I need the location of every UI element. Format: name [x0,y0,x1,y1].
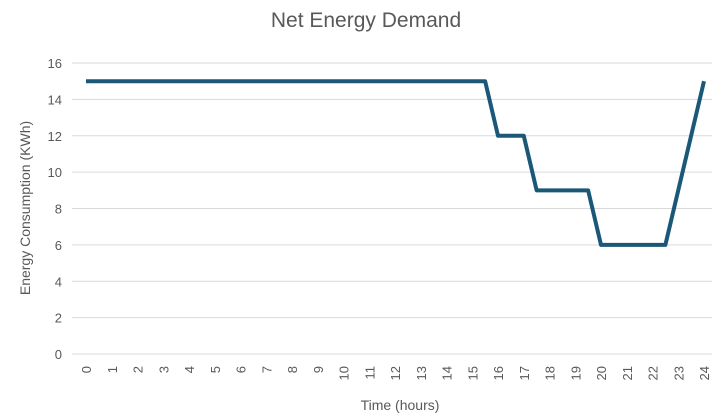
x-tick-label: 19 [568,366,583,380]
x-tick-label: 8 [285,366,300,373]
chart-title: Net Energy Demand [271,9,461,32]
y-tick-label: 6 [55,238,62,253]
x-tick-label: 10 [337,366,352,380]
x-tick-label: 16 [491,366,506,380]
x-tick-label: 18 [543,366,558,380]
x-tick-label: 9 [311,366,326,373]
x-tick-label: 20 [594,366,609,380]
x-tick-label: 24 [697,366,712,380]
x-tick-label: 15 [465,366,480,380]
y-tick-label: 0 [55,347,62,362]
y-tick-label: 10 [48,165,62,180]
y-tick-label: 4 [55,274,62,289]
x-tick-label: 4 [182,366,197,373]
x-tick-label: 1 [105,366,120,373]
x-tick-label: 23 [671,366,686,380]
x-tick-label: 0 [79,366,94,373]
x-axis-title: Time (hours) [361,397,440,413]
x-tick-label: 6 [234,366,249,373]
y-tick-label: 16 [48,56,62,71]
x-tick-label: 17 [517,366,532,380]
x-tick-label: 11 [362,366,377,380]
y-tick-label: 8 [55,202,62,217]
y-tick-label: 2 [55,311,62,326]
y-tick-label: 14 [48,92,62,107]
y-axis-title: Energy Consumption (KWh) [17,121,33,295]
x-tick-label: 5 [208,366,223,373]
x-tick-label: 3 [156,366,171,373]
x-tick-label: 12 [388,366,403,380]
x-tick-label: 14 [440,366,455,380]
x-tick-label: 21 [620,366,635,380]
line-series [86,79,706,247]
x-tick-label: 2 [131,366,146,373]
x-tick-label: 7 [259,366,274,373]
x-tick-label: 22 [646,366,661,380]
x-tick-label: 13 [414,366,429,380]
y-tick-label: 12 [48,129,62,144]
